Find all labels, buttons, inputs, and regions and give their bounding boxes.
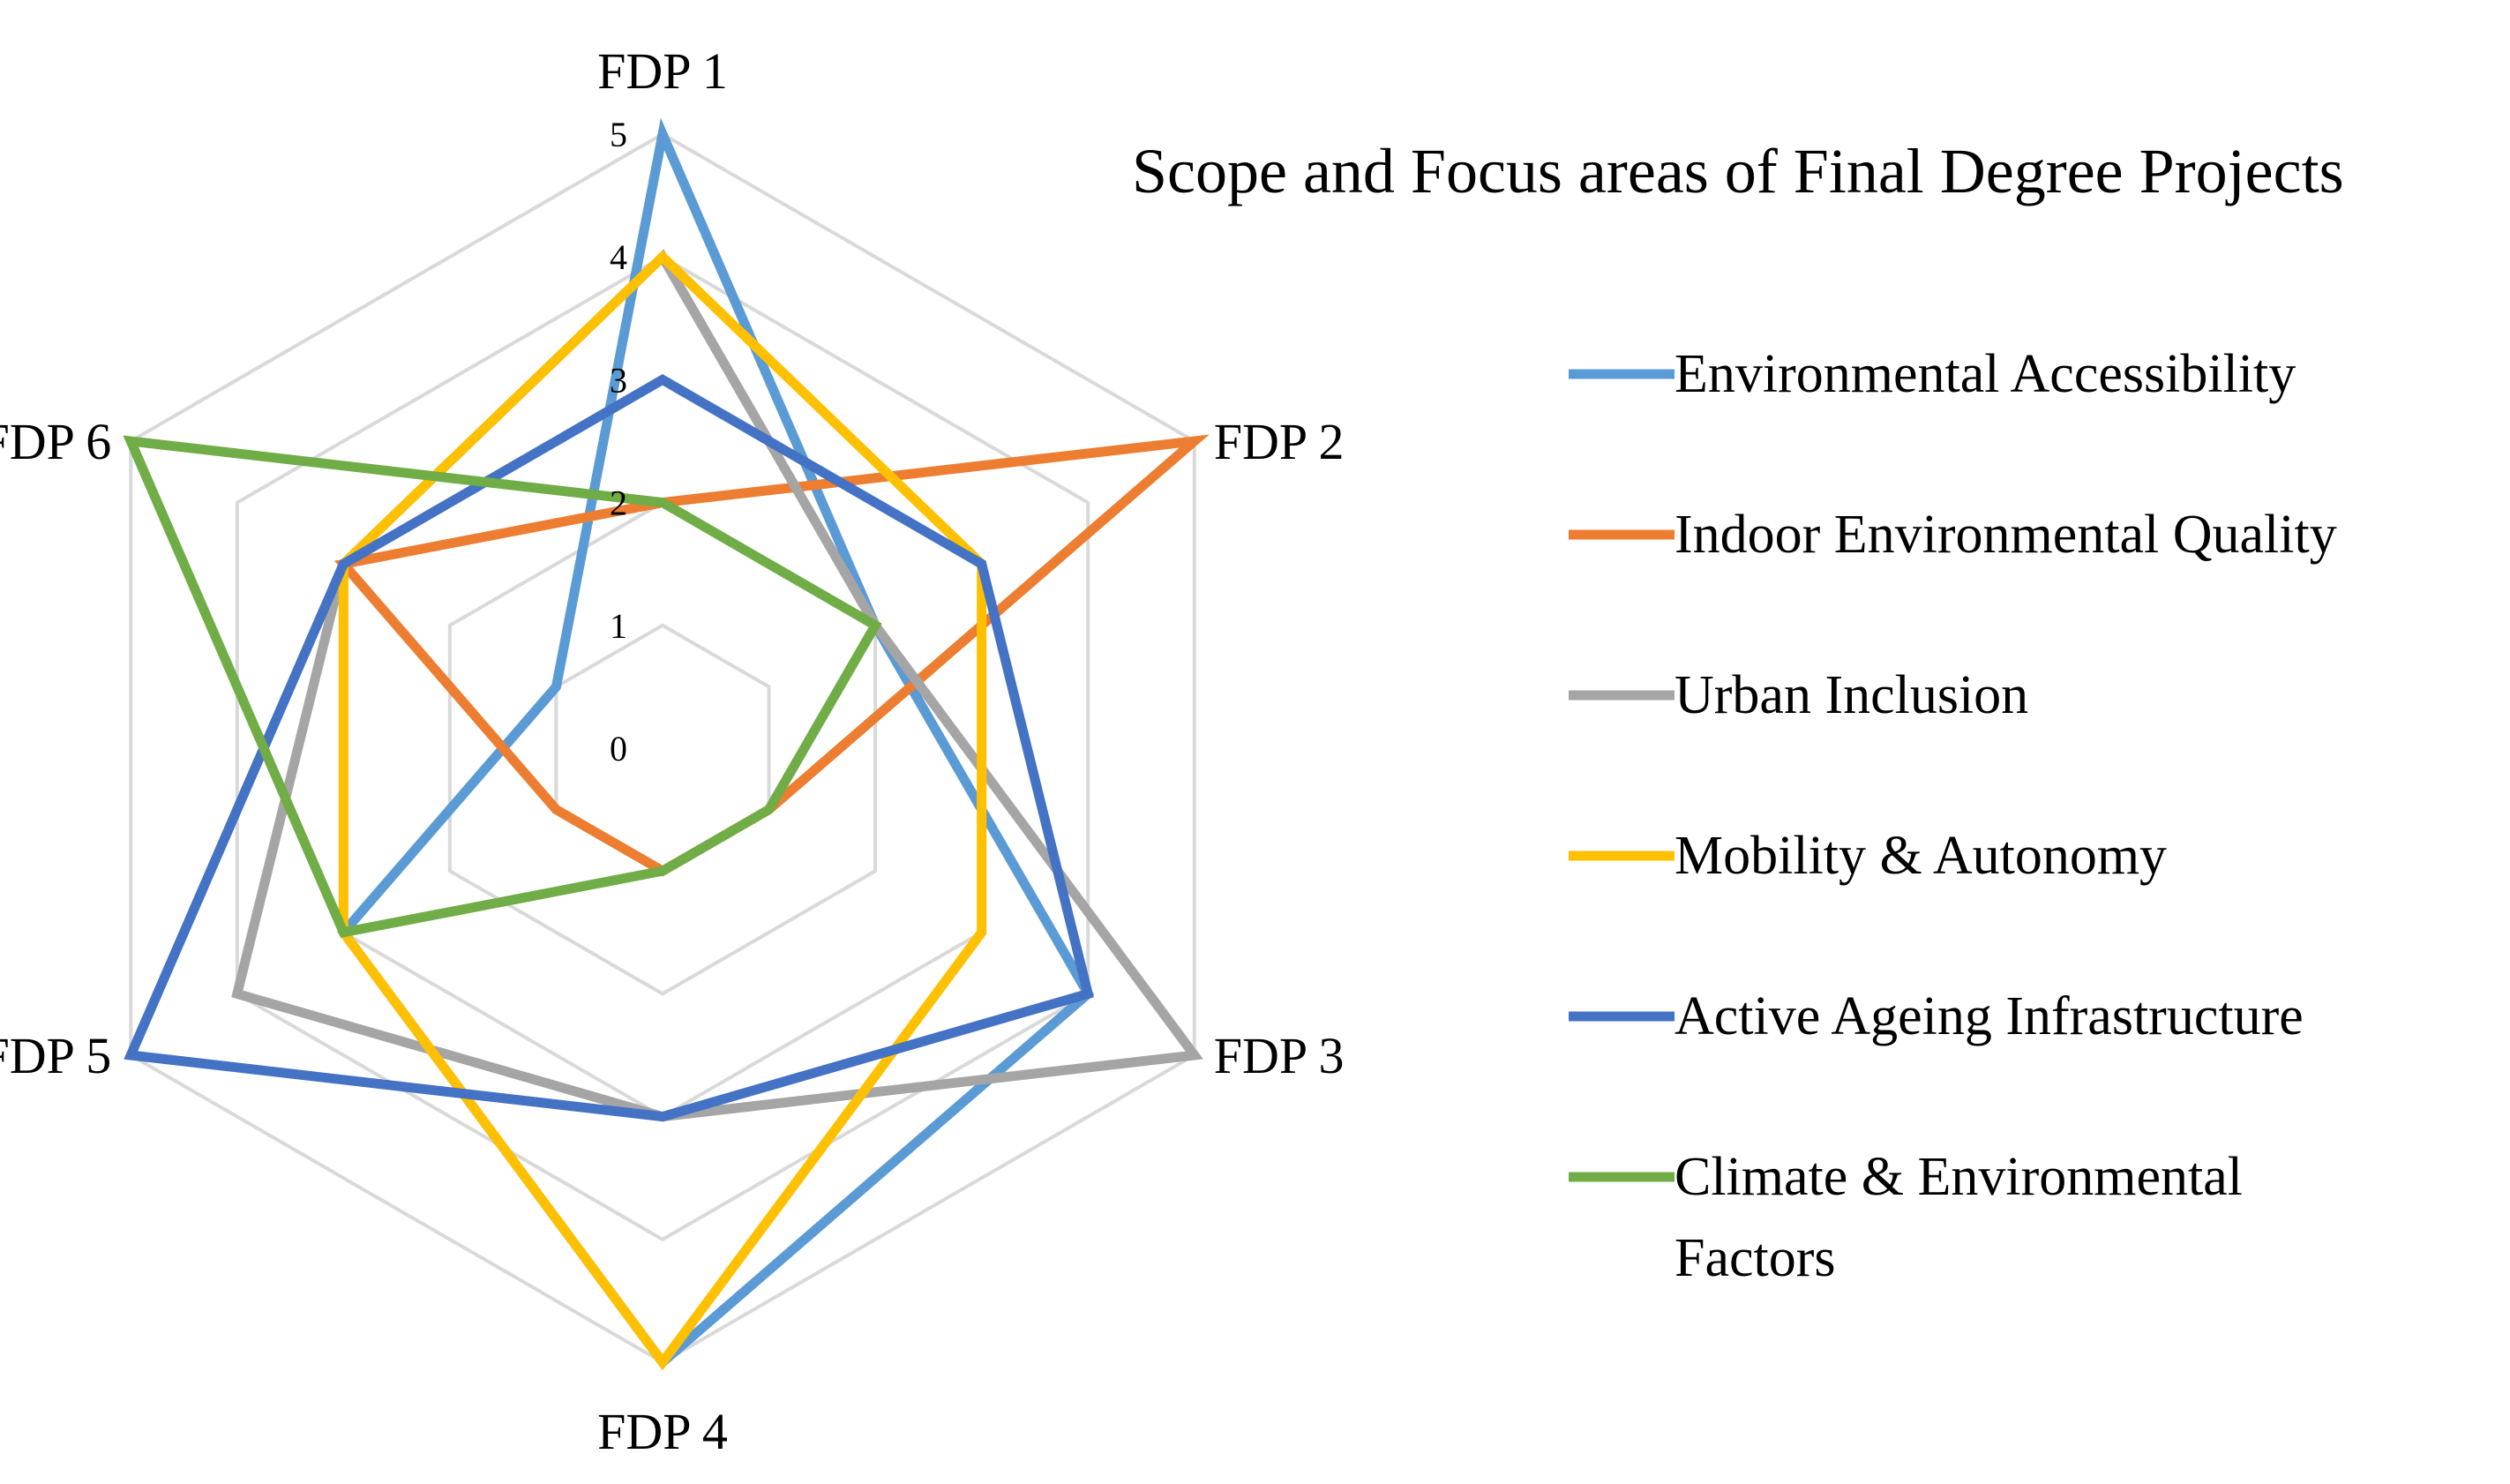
axis-label-fdp-1: FDP 1 (597, 42, 728, 100)
data-point-s5-c2 (981, 563, 983, 565)
grid-ring-3 (341, 378, 984, 1119)
data-point-s6-c2 (874, 625, 876, 626)
data-point-s6-c5 (342, 932, 344, 933)
radar-grid (129, 131, 1196, 1365)
axis-label-fdp-4: FDP 4 (597, 1403, 728, 1460)
data-point-s6-c3 (768, 809, 770, 811)
axis-label-fdp-6: FDP 6 (0, 413, 111, 470)
radar-series (123, 117, 1210, 1371)
axis-label-fdp-3: FDP 3 (1214, 1027, 1345, 1084)
axis-label-fdp-5: FDP 5 (0, 1027, 111, 1084)
tick-label-3: 3 (610, 360, 627, 400)
data-point-s4-c3 (981, 932, 983, 933)
series-line-4 (338, 250, 987, 1371)
legend-label-6: Climate & Environmental Factors (1675, 1147, 2243, 1288)
legend-label-1: Environmental Accessibility (1675, 344, 2296, 404)
chart-title: Scope and Focus areas of Final Degree Pr… (1132, 136, 2344, 206)
tick-label-5: 5 (610, 115, 627, 154)
series-line-6 (123, 435, 882, 939)
legend-label-2: Indoor Environmental Quality (1675, 505, 2337, 565)
grid-ring-4 (235, 254, 1090, 1242)
category-axis-labels: FDP 1 FDP 2 FDP 3 FDP 4 FDP 5 FDP 6 (0, 42, 1345, 1460)
data-point-s1-c6 (555, 686, 557, 687)
grid-ring-2 (447, 500, 878, 996)
series-line-1 (337, 117, 1095, 1370)
data-point-s5-c6 (342, 563, 344, 565)
tick-label-1: 1 (610, 606, 627, 646)
radial-tick-labels: 0 1 2 3 4 5 (610, 115, 627, 768)
chart-legend: Environmental Accessibility Indoor Enviro… (1569, 344, 2337, 1288)
tick-label-4: 4 (610, 237, 627, 277)
data-point-s2-c5 (555, 809, 557, 811)
grid-ring-5 (129, 131, 1196, 1365)
legend-label-5: Active Ageing Infrastructure (1675, 986, 2304, 1046)
data-point-s2-c2 (1194, 440, 1195, 442)
data-point-s5-c3 (1087, 993, 1089, 994)
legend-label-4: Mobility & Autonomy (1675, 826, 2167, 886)
tick-label-2: 2 (610, 483, 627, 523)
grid-ring-1 (554, 623, 771, 873)
data-point-s3-c3 (1194, 1054, 1195, 1056)
tick-label-0: 0 (610, 729, 627, 768)
axis-label-fdp-2: FDP 2 (1214, 413, 1345, 470)
legend-label-3: Urban Inclusion (1675, 665, 2028, 725)
data-point-s3-c5 (236, 993, 238, 994)
